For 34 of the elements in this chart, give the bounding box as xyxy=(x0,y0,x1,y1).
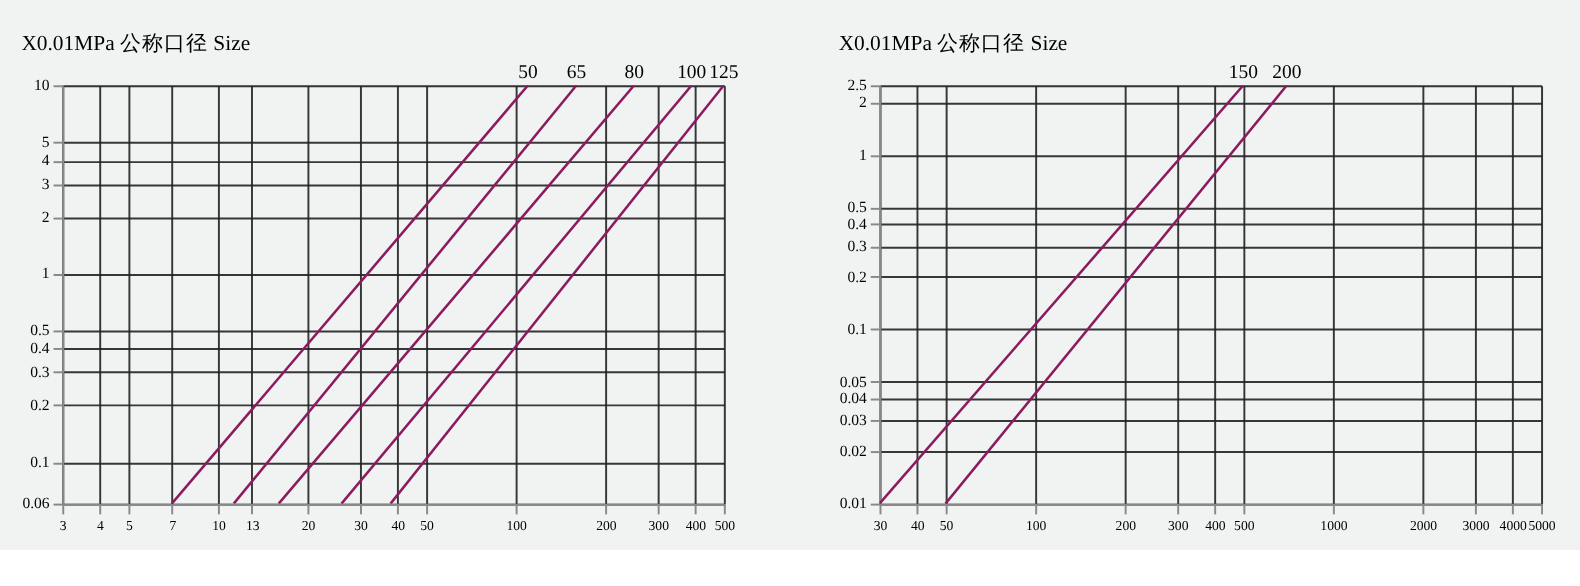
series-label: 50 xyxy=(518,61,539,84)
y-tick-label: 5 xyxy=(41,132,50,151)
y-tick-label: 0.3 xyxy=(847,236,868,255)
y-tick-label: 1 xyxy=(859,145,868,164)
chart-title: X0.01MPa 公称口径 Size xyxy=(21,32,251,57)
y-tick-label: 0.5 xyxy=(30,321,50,340)
y-tick-label: 3 xyxy=(41,174,50,193)
y-tick-label: 0.02 xyxy=(839,441,868,460)
y-tick-label: 0.1 xyxy=(847,320,868,339)
y-tick-label: 0.2 xyxy=(847,267,868,286)
y-tick-label: 2 xyxy=(859,93,868,112)
y-tick-label: 1 xyxy=(41,264,50,283)
series-label: 125 xyxy=(709,61,739,84)
series-label: 65 xyxy=(566,61,587,84)
y-tick-label: 0.01 xyxy=(839,494,868,513)
series-label: 80 xyxy=(624,61,645,84)
y-tick-label: 2 xyxy=(41,207,50,226)
series-label: 100 xyxy=(677,61,707,84)
chart-title: X0.01MPa 公称口径 Size xyxy=(838,32,1068,57)
y-tick-label: 0.1 xyxy=(30,452,50,471)
y-tick-label: 0.3 xyxy=(30,362,50,381)
y-tick-label: 0.04 xyxy=(839,389,868,408)
y-tick-label: 0.4 xyxy=(847,215,868,233)
y-tick-label: 0.05 xyxy=(839,372,868,391)
series-label: 200 xyxy=(1272,61,1302,84)
y-tick-label: 0.4 xyxy=(30,339,50,358)
y-tick-label: 0.5 xyxy=(847,198,868,217)
y-tick-label: 0.2 xyxy=(30,396,50,415)
y-tick-label: 0.06 xyxy=(22,494,50,513)
y-tick-label: 10 xyxy=(34,76,50,95)
y-tick-label: 2.5 xyxy=(847,76,868,95)
y-tick-label: 4 xyxy=(41,151,50,170)
y-tick-label: 0.03 xyxy=(839,411,868,430)
series-label: 150 xyxy=(1228,61,1259,84)
